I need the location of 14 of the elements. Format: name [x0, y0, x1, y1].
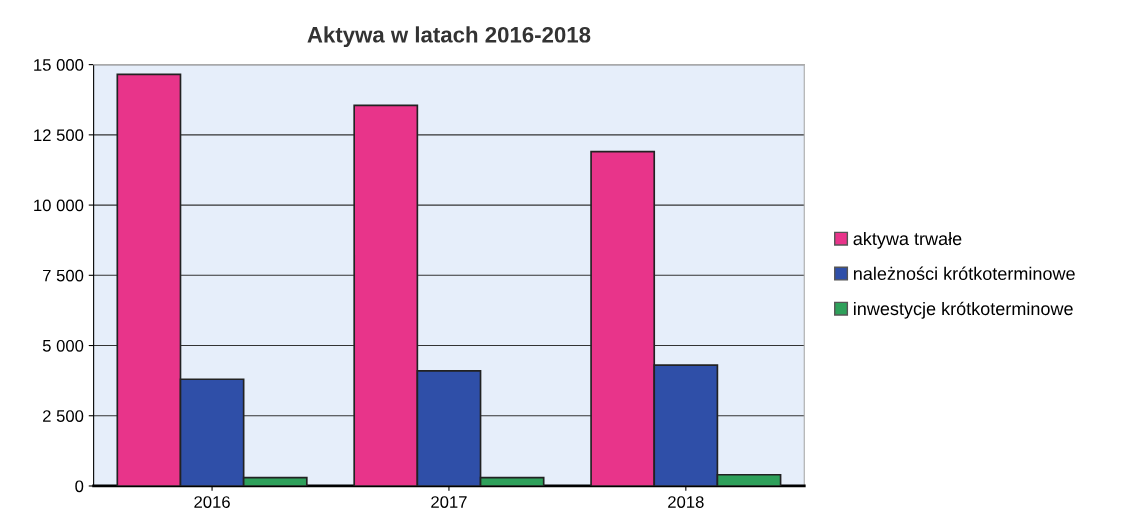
x-tick-label: 2018: [668, 496, 704, 508]
y-tick-label: 5 000: [42, 339, 84, 352]
x-tick-label: 2016: [194, 496, 230, 508]
y-tick-label: 2 500: [43, 410, 84, 422]
legend-label: aktywa trwałe: [853, 231, 962, 249]
legend-label: należności krótkoterminowe: [853, 266, 1075, 281]
x-tick-label: 2017: [431, 496, 467, 508]
y-tick-label: 12 500: [34, 129, 84, 142]
y-tick-label: 10 000: [34, 199, 84, 212]
y-tick-label: 0: [75, 480, 84, 493]
y-tick-label: 7 500: [43, 269, 84, 282]
legend-label: inwestycje krótkoterminowe: [853, 301, 1073, 319]
chart-title: Aktywa w latach 2016-2018: [307, 26, 591, 48]
y-tick-label: 15 000: [34, 59, 84, 71]
